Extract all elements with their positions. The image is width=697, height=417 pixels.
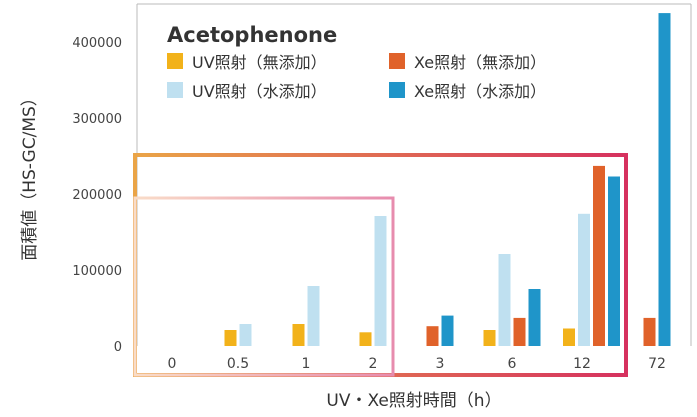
bar — [359, 332, 372, 346]
bar — [643, 317, 656, 346]
bar — [528, 289, 541, 346]
x-tick-label: 0.5 — [227, 356, 249, 372]
x-tick-label: 1 — [302, 356, 311, 372]
bar — [307, 286, 320, 346]
highlight-boxes — [133, 153, 628, 377]
x-tick-label: 6 — [508, 356, 517, 372]
bar — [498, 254, 511, 346]
bar — [563, 328, 575, 346]
x-tick-label: 2 — [369, 356, 378, 372]
legend-label: Xe照射（水添加） — [414, 82, 546, 101]
legend-label: UV照射（無添加） — [192, 53, 327, 72]
bar — [483, 330, 496, 346]
x-tick-label: 3 — [436, 356, 445, 372]
chart-title: Acetophenone — [167, 23, 337, 47]
bar — [292, 324, 305, 346]
y-tick-label: 300000 — [72, 112, 122, 127]
bar — [239, 324, 252, 346]
y-tick-label: 0 — [114, 340, 122, 355]
bar — [374, 216, 387, 346]
highlight-box-0-2 — [133, 196, 395, 377]
y-tick-label: 200000 — [72, 188, 122, 203]
x-tick-label: 12 — [573, 356, 591, 372]
legend-label: UV照射（水添加） — [192, 82, 327, 101]
legend-label: Xe照射（無添加） — [414, 53, 546, 72]
y-tick-label: 100000 — [72, 264, 122, 279]
bar — [608, 176, 620, 346]
bar — [224, 330, 237, 346]
x-axis-ticks: 0 0.5 1 2 3 6 12 72 — [168, 356, 666, 372]
x-tick-label: 0 — [168, 356, 177, 372]
bar — [578, 213, 590, 346]
legend-swatch — [389, 82, 405, 98]
legend-swatch — [167, 53, 183, 69]
bar-layer — [224, 13, 671, 346]
bar — [513, 317, 526, 346]
legend: Acetophenone UV照射（無添加） Xe照射（無添加） UV照射（水添加）… — [167, 23, 546, 101]
bar — [441, 315, 454, 346]
x-tick-label: 72 — [648, 356, 666, 372]
y-axis-ticks: 0 100000 200000 300000 400000 — [72, 36, 122, 355]
bar — [593, 165, 605, 346]
legend-swatch — [389, 53, 405, 69]
bar — [426, 326, 439, 346]
bar — [658, 13, 671, 346]
y-tick-label: 400000 — [72, 36, 122, 51]
legend-swatch — [167, 82, 183, 98]
x-axis-label: UV・Xe照射時間（h） — [326, 391, 501, 411]
y-axis-label: 面積値（HS-GC/MS） — [20, 89, 40, 261]
